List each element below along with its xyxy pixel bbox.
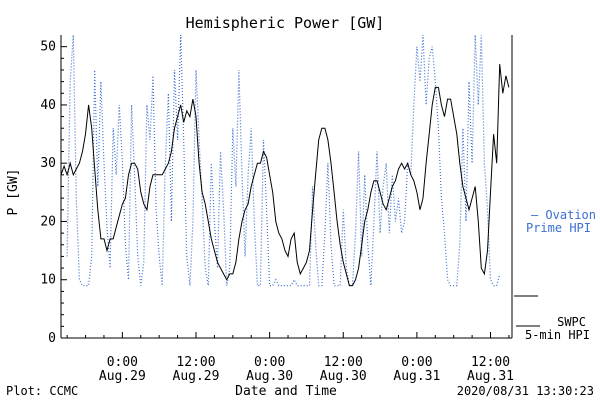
- x-tick-time-1: 12:00: [176, 355, 215, 370]
- legend-swpc-line2: 5-min HPI: [525, 328, 590, 342]
- timestamp: 2020/08/31 13:30:23: [457, 384, 594, 398]
- x-axis-label: Date and Time: [235, 384, 337, 399]
- y-ticks: 0 10 20 30 40 50: [40, 40, 67, 346]
- x-tick-time-2: 0:00: [254, 355, 285, 370]
- legend: — Ovation Prime HPI SWPC 5-min HPI: [514, 208, 596, 342]
- legend-ovation-line2: Prime HPI: [526, 221, 591, 235]
- x-tick-date-1: Aug.29: [173, 369, 220, 384]
- series-line-swpc: [61, 64, 510, 287]
- y-tick-label-0: 0: [48, 331, 56, 346]
- x-tick-date-0: Aug.29: [99, 369, 146, 384]
- y-tick-label-3: 30: [40, 156, 56, 171]
- x-tick-date-3: Aug.30: [320, 369, 367, 384]
- x-tick-date-5: Aug.31: [467, 369, 514, 384]
- y-tick-label-5: 50: [40, 40, 56, 55]
- y-axis-label: P [GW]: [6, 169, 21, 216]
- legend-swpc-line1: SWPC: [557, 315, 586, 329]
- plot-credit: Plot: CCMC: [6, 384, 78, 398]
- series-layer: [61, 35, 510, 287]
- plot-frame: [60, 35, 513, 339]
- y-tick-label-4: 40: [40, 98, 56, 113]
- legend-ovation-line1: — Ovation: [531, 208, 596, 222]
- x-tick-time-0: 0:00: [107, 355, 138, 370]
- x-tick-time-5: 12:00: [471, 355, 510, 370]
- y-tick-label-1: 10: [40, 273, 56, 288]
- x-tick-date-4: Aug.31: [393, 369, 440, 384]
- x-tick-date-2: Aug.30: [246, 369, 293, 384]
- y-tick-label-2: 20: [40, 214, 56, 229]
- series-line-ovation: [66, 35, 501, 287]
- x-tick-time-3: 12:00: [324, 355, 363, 370]
- x-tick-time-4: 0:00: [401, 355, 432, 370]
- chart-title: Hemispheric Power [GW]: [186, 14, 385, 32]
- x-ticks: 0:00Aug.2912:00Aug.290:00Aug.3012:00Aug.…: [66, 332, 514, 384]
